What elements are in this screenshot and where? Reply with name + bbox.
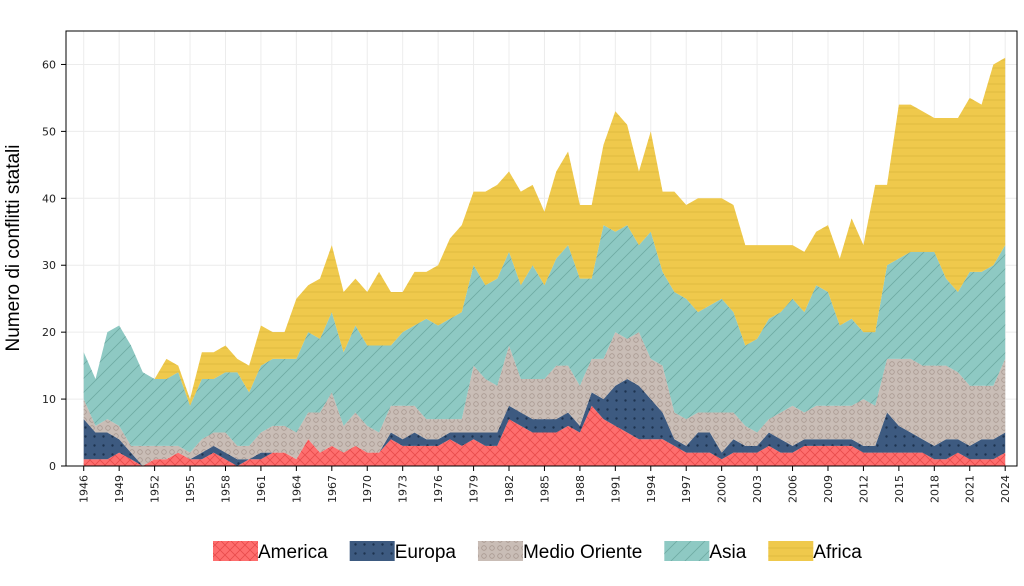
x-tick-label: 1973 xyxy=(397,475,410,503)
x-tick-label: 1946 xyxy=(78,475,91,503)
legend-swatch-europa-pattern xyxy=(349,541,395,561)
x-tick-label: 2009 xyxy=(822,475,835,503)
x-axis: 1946 1949 1952 1955 1958 1961 1964 1967 1970 1973… xyxy=(78,466,1012,503)
y-tick-label: 50 xyxy=(42,125,56,138)
x-tick-label: 1997 xyxy=(680,475,693,503)
legend-swatch-america-pattern xyxy=(213,541,258,561)
x-tick-label: 1985 xyxy=(538,475,551,503)
plot-frame xyxy=(65,30,1018,467)
legend-label-america: America xyxy=(258,542,328,563)
legend-label-medio-oriente: Medio Oriente xyxy=(523,542,642,563)
x-tick-label: 1958 xyxy=(219,475,232,503)
area-medio-oriente-pattern xyxy=(83,332,1006,466)
area-america-pattern xyxy=(83,405,1006,466)
y-tick-label: 40 xyxy=(42,192,56,205)
x-tick-label: 1979 xyxy=(468,475,481,503)
x-tick-label: 1967 xyxy=(326,475,339,503)
y-tick-label: 30 xyxy=(42,259,56,272)
y-tick-label: 10 xyxy=(42,393,56,406)
legend-swatch-medio-oriente-pattern xyxy=(477,541,523,561)
area-asia-pattern xyxy=(83,225,1006,453)
legend-swatch-asia-pattern xyxy=(664,541,710,561)
x-tick-label: 2012 xyxy=(857,475,870,503)
legend-swatch-africa-pattern xyxy=(768,541,814,561)
x-tick-label: 1976 xyxy=(432,475,445,503)
area-africa-pattern xyxy=(83,57,1006,406)
area-series xyxy=(83,57,1006,466)
legend: America Europa Medio Oriente Asia Africa xyxy=(213,541,862,563)
x-tick-label: 2018 xyxy=(928,475,941,503)
x-tick-label: 1964 xyxy=(290,475,303,503)
x-tick-label: 2003 xyxy=(751,475,764,503)
x-tick-label: 1994 xyxy=(645,475,658,503)
x-tick-label: 1970 xyxy=(361,475,374,503)
x-tick-label: 1988 xyxy=(574,475,587,503)
y-tick-label: 0 xyxy=(49,460,56,473)
legend-label-europa: Europa xyxy=(395,542,457,563)
x-tick-label: 1991 xyxy=(609,475,622,503)
x-tick-label: 2024 xyxy=(999,475,1012,503)
y-tick-label: 20 xyxy=(42,326,56,339)
x-tick-label: 2021 xyxy=(964,475,977,503)
y-tick-label: 60 xyxy=(42,58,56,71)
y-axis-title: Numero di conflitti statali xyxy=(3,145,24,352)
x-tick-label: 1982 xyxy=(503,475,516,503)
area-europa-pattern xyxy=(83,379,1006,466)
legend-label-asia: Asia xyxy=(709,542,746,563)
x-tick-label: 1949 xyxy=(113,475,126,503)
x-tick-label: 1955 xyxy=(184,475,197,503)
x-tick-label: 1952 xyxy=(149,475,162,503)
legend-label-africa: Africa xyxy=(813,542,862,563)
x-tick-label: 2006 xyxy=(787,475,800,503)
x-tick-label: 2000 xyxy=(716,475,729,503)
y-axis: 0 10 20 30 40 50 60 xyxy=(42,58,66,473)
x-tick-label: 1961 xyxy=(255,475,268,503)
x-tick-label: 2015 xyxy=(893,475,906,503)
